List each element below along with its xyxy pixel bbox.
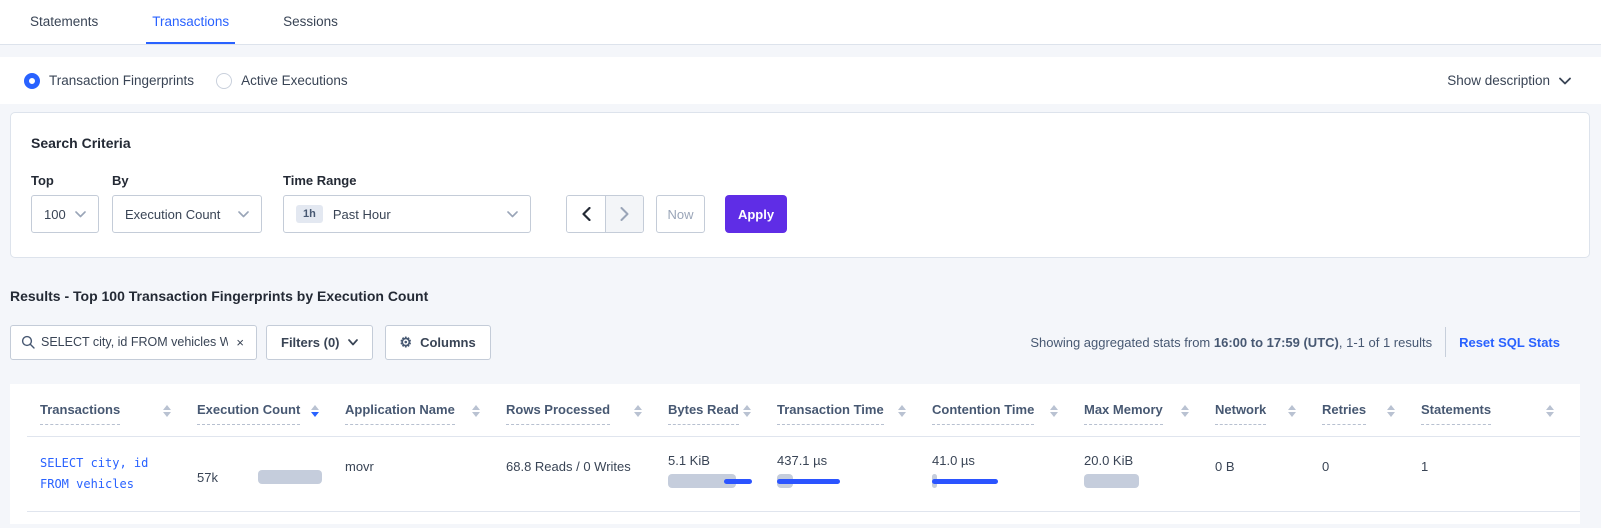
cell-application-name: movr [345,459,374,474]
clear-search-icon[interactable]: × [236,334,244,350]
time-range-field: Time Range 1h Past Hour [283,173,531,233]
filters-button[interactable]: Filters (0) [266,324,373,360]
time-forward-button[interactable] [605,196,643,232]
sort-icon[interactable] [311,402,319,417]
top-tab-bar: Statements Transactions Sessions [0,0,1601,45]
chevron-down-icon [507,210,518,218]
reset-sql-stats-link[interactable]: Reset SQL Stats [1459,334,1560,350]
show-description-label: Show description [1447,73,1550,88]
column-header-retries[interactable]: Retries [1322,402,1421,425]
aggregated-stats-text: Showing aggregated stats from 16:00 to 1… [1030,334,1433,350]
gear-icon: ⚙ [399,334,413,350]
time-range-label: Time Range [283,173,357,188]
top-label: Top [31,173,54,188]
sort-icon[interactable] [898,402,906,417]
columns-button[interactable]: ⚙ Columns [384,324,491,360]
time-nav-group [566,195,644,233]
radio-selected-icon [24,72,40,89]
cell-bytes-read: 5.1 KiB [668,453,777,495]
columns-label: Columns [420,334,476,350]
cell-network: 0 B [1215,459,1235,474]
search-criteria-panel: Search Criteria Top 100 By Execution Cou… [10,112,1590,258]
cell-contention-time: 41.0 µs [932,453,1084,495]
radio-transaction-fingerprints[interactable]: Transaction Fingerprints [24,72,195,89]
view-toggle-bar: Transaction Fingerprints Active Executio… [0,57,1601,104]
sort-icon[interactable] [634,402,642,417]
search-icon [21,335,35,349]
by-field: By Execution Count [112,173,262,233]
chevron-right-icon [620,207,629,221]
chevron-left-icon [581,207,591,221]
sort-icon[interactable] [743,402,751,417]
search-input[interactable] [41,335,229,349]
column-header-application-name[interactable]: Application Name [345,402,506,425]
radio-active-executions[interactable]: Active Executions [216,72,348,89]
header-divider [27,436,1580,437]
by-select[interactable]: Execution Count [112,195,262,233]
time-range-badge: 1h [296,205,323,223]
sort-icon[interactable] [1181,402,1189,417]
filters-label: Filters (0) [281,334,340,350]
radio-label: Transaction Fingerprints [49,73,195,88]
chevron-down-icon [75,210,86,218]
results-heading: Results - Top 100 Transaction Fingerprin… [10,288,429,304]
top-field: Top 100 [31,173,99,233]
time-range-value: Past Hour [332,206,391,222]
column-header-bytes-read[interactable]: Bytes Read [668,402,777,425]
transactions-table: Transactions Execution Count Application… [10,384,1580,524]
column-header-max-memory[interactable]: Max Memory [1084,402,1215,425]
time-range-select[interactable]: 1h Past Hour [283,195,531,233]
by-select-value: Execution Count [125,206,221,222]
table-row: SELECT city, id FROM vehicles 57k movr 6… [10,437,1580,511]
tab-transactions[interactable]: Transactions [146,14,236,44]
cell-execution-count: 57k [197,453,345,495]
results-controls-row: × Filters (0) ⚙ Columns Showing aggregat… [10,324,1560,360]
search-criteria-title: Search Criteria [31,135,131,151]
sort-icon[interactable] [1050,402,1058,417]
execution-count-bar [258,470,322,484]
column-header-rows-processed[interactable]: Rows Processed [506,402,668,425]
cell-transaction-time: 437.1 µs [777,453,932,495]
column-header-contention-time[interactable]: Contention Time [932,402,1084,425]
radio-unselected-icon [216,72,233,89]
sort-icon[interactable] [1288,402,1296,417]
by-label: By [112,173,129,188]
chevron-down-icon [1559,77,1571,85]
stats-time-range: 16:00 to 17:59 (UTC) [1213,334,1339,350]
apply-button[interactable]: Apply [725,195,787,233]
cell-statements: 1 [1421,459,1429,474]
column-header-execution-count[interactable]: Execution Count [197,402,345,425]
table-header-row: Transactions Execution Count Application… [10,384,1580,436]
time-back-button[interactable] [567,196,605,232]
cell-transaction-fingerprint: SELECT city, id FROM vehicles [40,453,197,495]
radio-label: Active Executions [241,73,348,88]
column-header-statements[interactable]: Statements [1421,402,1580,425]
show-description-toggle[interactable]: Show description [1447,73,1571,88]
vertical-divider [1445,327,1447,357]
row-divider [27,511,1580,512]
sort-icon[interactable] [472,402,480,417]
search-box: × [10,324,257,360]
chevron-down-icon [347,338,358,346]
sort-icon[interactable] [1546,402,1554,417]
tab-statements[interactable]: Statements [30,14,99,29]
cell-rows-processed: 68.8 Reads / 0 Writes [506,459,631,474]
sort-icon[interactable] [1387,402,1395,417]
column-header-transactions[interactable]: Transactions [40,402,197,425]
cell-max-memory: 20.0 KiB [1084,453,1215,495]
cell-retries: 0 [1322,459,1330,474]
transaction-fingerprint-link[interactable]: SELECT city, id FROM vehicles [40,456,149,491]
column-header-network[interactable]: Network [1215,402,1322,425]
column-header-transaction-time[interactable]: Transaction Time [777,402,932,425]
now-button[interactable]: Now [656,195,705,233]
tab-sessions[interactable]: Sessions [283,14,338,29]
sort-icon[interactable] [163,402,171,417]
top-select-value: 100 [44,206,66,222]
top-select[interactable]: 100 [31,195,99,233]
chevron-down-icon [238,210,249,218]
